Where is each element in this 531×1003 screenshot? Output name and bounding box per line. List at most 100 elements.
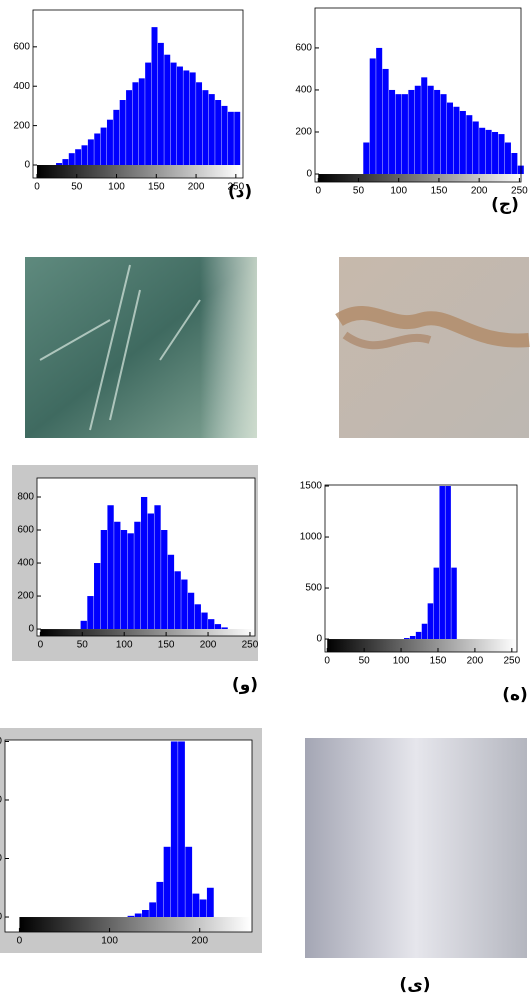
bar [189,72,196,166]
bar [134,913,142,918]
y-tick-label: 500 [305,583,322,594]
bar [214,624,222,630]
y-tick-label: 600 [13,41,30,52]
x-tick-label: 150 [158,640,175,651]
bar [164,54,171,166]
y-tick-label: 1000 [300,532,323,543]
x-tick-label: 250 [511,186,528,197]
x-tick-label: 200 [191,936,208,947]
axes-frame [36,477,256,637]
axes-frame [324,484,518,653]
bar [221,627,228,630]
x-tick-label: 200 [467,656,484,667]
bar [445,486,451,640]
bar [201,612,208,630]
axes-frame [32,9,244,179]
bar [199,899,207,918]
y-tick-label: 0 [316,634,322,645]
x-tick-label: 100 [116,640,133,651]
bar [87,139,94,166]
bar [140,496,148,630]
grayscale-bar [19,917,251,932]
bar [421,77,428,175]
bar [433,567,440,640]
y-tick-label: 600 [17,525,34,536]
y-tick-label: 0 [24,160,30,171]
x-tick-label: 0 [38,640,44,651]
bar [138,78,145,166]
x-tick-label: 250 [227,182,244,193]
bar [196,82,203,166]
bar [221,105,228,166]
y-tick-label: 0 [0,912,2,923]
x-tick-label: 250 [242,640,259,651]
panel-label: (و) [232,675,258,695]
bar [120,530,128,630]
bar [106,119,113,166]
bar [167,554,175,630]
bar [451,567,457,640]
bar [100,530,108,630]
bar [479,127,486,175]
bar [170,62,177,166]
bar [234,111,241,166]
bar [504,142,511,175]
bar [119,100,126,166]
bar [363,142,370,175]
bar [206,887,214,918]
bar [421,623,428,640]
x-tick-label: 100 [393,656,410,667]
bar [113,109,120,166]
bar [382,68,389,175]
x-tick-label: 0 [324,656,330,667]
bar [440,94,447,175]
y-tick-label: 0 [28,624,34,635]
y-tick-label: 400 [17,558,34,569]
bar [75,149,82,166]
bar [376,47,383,175]
bar [134,521,141,630]
bar [181,579,188,630]
y-tick-label: 0 [306,169,312,180]
bar [485,129,492,175]
bar [434,89,441,175]
x-tick-label: 50 [353,186,365,197]
bar [401,94,408,175]
grayscale-bar [40,629,255,636]
bar [439,486,445,640]
bar [453,106,460,175]
x-tick-label: 0 [315,186,321,197]
x-tick-label: 50 [359,656,371,667]
bar [142,909,149,918]
bar [459,110,466,175]
y-tick-label: 1000 [0,853,2,864]
plot-area [5,740,252,932]
y-tick-label: 3000 [0,736,2,747]
bar [492,131,499,175]
bar [227,111,234,166]
bar [157,42,164,166]
grayscale-bar [318,174,525,182]
bar [472,121,479,175]
x-tick-label: 200 [188,182,205,193]
panel-label: (ه) [502,685,528,705]
y-tick-label: 400 [13,81,30,92]
plot-area [325,485,517,652]
bar [114,521,121,630]
bar [154,505,161,630]
panel-label: (ج) [491,195,519,215]
bar [183,70,190,166]
y-tick-label: 200 [17,591,34,602]
bar [126,90,133,166]
y-tick-label: 2000 [0,795,2,806]
bar [132,82,139,166]
photo-cracked [335,257,530,438]
bar [127,915,135,918]
bar [56,163,63,166]
x-tick-label: 100 [390,186,407,197]
bar [415,631,422,640]
grayscale-bar [327,639,517,652]
bar [149,902,157,918]
bar [107,505,114,630]
